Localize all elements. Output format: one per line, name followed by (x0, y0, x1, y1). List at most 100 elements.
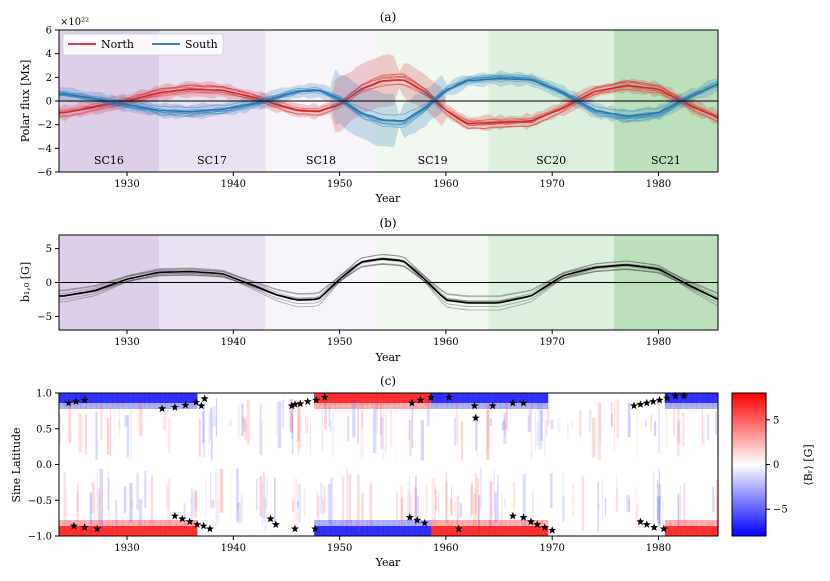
flux-streak (316, 495, 320, 522)
north-cap-fade (101, 403, 108, 409)
south-cap-strip (462, 526, 469, 536)
north-cap-strip (186, 393, 193, 403)
flux-streak (474, 472, 477, 515)
south-cap-fade (69, 520, 76, 526)
flux-streak (281, 399, 285, 428)
flux-streak (678, 502, 680, 527)
flux-streak (491, 478, 493, 517)
north-cap-fade (420, 403, 427, 409)
panel-b: (b) 1930 1940 1950 1960 1970 1980 −5 0 5 Year b₁… (19, 216, 719, 364)
south-cap-fade (404, 520, 411, 526)
panel-c-ylabel: Sine Latitude (10, 427, 23, 502)
south-cap-strip (335, 526, 341, 536)
flux-streak (546, 418, 548, 437)
north-cap-strip (484, 393, 490, 403)
south-cap-fade (500, 520, 506, 526)
flux-streak (361, 492, 364, 520)
flux-streak (582, 475, 585, 531)
flux-streak (137, 413, 139, 426)
south-cap-fade (335, 520, 341, 526)
panel-a-title: (a) (380, 10, 397, 24)
flux-streak (473, 493, 477, 528)
south-cap-fade (345, 520, 352, 526)
north-cap-strip (85, 393, 92, 403)
flux-streak (470, 483, 474, 515)
cycle-label-sc20: SC20 (536, 154, 566, 167)
south-cap-fade (680, 520, 687, 526)
north-cap-strip (330, 393, 336, 403)
south-cap-fade (510, 520, 517, 526)
y-tick-label: −2 (37, 120, 52, 131)
flux-streak (673, 408, 675, 437)
north-cap-strip (712, 393, 719, 403)
flux-streak (124, 415, 128, 427)
south-cap-fade (367, 520, 373, 526)
flux-streak (129, 482, 133, 523)
north-cap-strip (478, 393, 485, 403)
south-cap-fade (314, 520, 320, 526)
south-cap-strip (144, 526, 150, 536)
south-cap-fade (96, 520, 102, 526)
south-cap-strip (484, 526, 490, 536)
south-cap-strip (80, 526, 86, 536)
flux-streak (414, 486, 417, 518)
north-cap-strip (431, 393, 437, 403)
north-cap-fade (335, 403, 341, 409)
flux-streak (202, 411, 205, 444)
north-cap-fade (462, 403, 469, 409)
flux-streak (489, 418, 492, 426)
flux-streak (610, 413, 614, 428)
north-ensemble-line (58, 84, 719, 123)
flux-streak (95, 411, 98, 460)
reversal-star (636, 517, 645, 526)
north-cap-fade (383, 403, 389, 409)
flux-streak (550, 473, 553, 509)
north-cap-fade (675, 403, 682, 409)
south-ensemble-line (58, 76, 719, 126)
flux-streak (321, 410, 324, 451)
flux-streak (599, 402, 602, 443)
south-cap-fade (452, 520, 458, 526)
flux-streak (662, 500, 664, 510)
south-cap-strip (367, 526, 373, 536)
flux-streak (486, 410, 490, 451)
flux-streak (263, 497, 268, 533)
south-cap-strip (372, 526, 379, 536)
b10-ensemble-line (58, 263, 719, 303)
south-cap-strip (691, 526, 698, 536)
flux-streak (420, 420, 425, 461)
south-cap-fade (707, 520, 713, 526)
reversal-star (80, 395, 89, 404)
flux-streak (494, 492, 497, 523)
north-ensemble-line (58, 79, 719, 130)
south-cap-strip (345, 526, 352, 536)
flux-streak (167, 477, 171, 530)
y-tick-label: 0.0 (36, 460, 52, 471)
south-cap-strip (393, 526, 400, 536)
north-cap-strip (696, 393, 703, 403)
flux-streak (571, 420, 574, 427)
y-tick-label: −1.0 (28, 532, 52, 543)
x-tick-label: 1940 (221, 543, 246, 554)
flux-streak (323, 485, 326, 514)
north-cap-strip (144, 393, 150, 403)
north-cap-fade (64, 403, 70, 409)
colorbar (731, 392, 767, 537)
flux-streak (416, 495, 420, 518)
north-cap-strip (170, 393, 177, 403)
reversal-star (320, 393, 329, 401)
y-tick-label: 2 (46, 73, 52, 84)
flux-streak (93, 485, 95, 522)
north-cap-fade (404, 403, 411, 409)
north-cap-strip (457, 393, 464, 403)
y-tick-label: −6 (37, 168, 52, 179)
flux-streak (488, 479, 492, 528)
flux-streak (130, 407, 133, 460)
north-cap-fade (159, 403, 166, 409)
north-cap-fade (356, 403, 363, 409)
flux-streak (260, 420, 263, 456)
north-cap-strip (531, 393, 538, 403)
north-cap-fade (186, 403, 193, 409)
flux-streak (604, 497, 607, 516)
north-cap-fade (367, 403, 373, 409)
